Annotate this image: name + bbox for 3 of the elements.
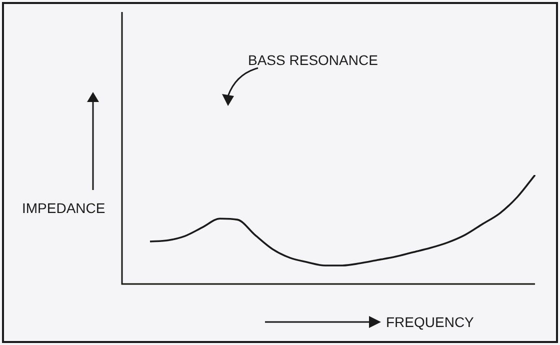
y-axis-title: IMPEDANCE xyxy=(22,200,106,216)
text: BASS RESONANCE xyxy=(248,52,378,68)
x-axis-title: FREQUENCY xyxy=(386,314,474,330)
